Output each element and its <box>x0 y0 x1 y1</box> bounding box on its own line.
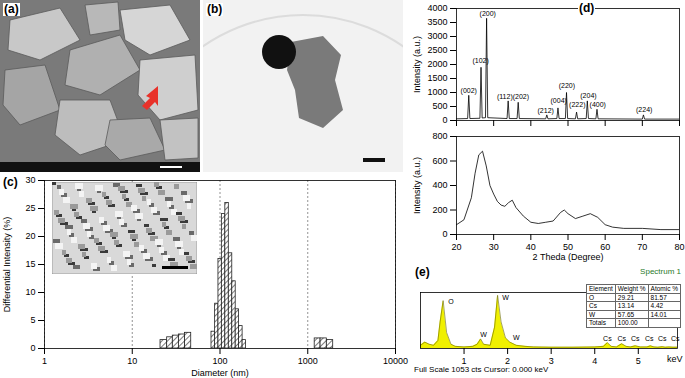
svg-text:1: 1 <box>462 356 467 366</box>
html-text:29.21: 29.21 <box>617 293 635 301</box>
svg-text:1: 1 <box>42 356 47 366</box>
svg-text:500: 500 <box>432 101 447 111</box>
svg-text:80: 80 <box>674 242 684 252</box>
svg-text:O: O <box>448 298 454 305</box>
svg-text:100: 100 <box>212 356 227 366</box>
svg-text:50: 50 <box>563 242 573 252</box>
svg-text:Cs: Cs <box>631 335 640 342</box>
svg-text:3: 3 <box>549 356 554 366</box>
svg-text:3000: 3000 <box>427 31 447 41</box>
svg-text:0: 0 <box>442 229 447 239</box>
html-text:57.65: 57.65 <box>617 310 635 318</box>
html-text:(e): (e) <box>415 265 430 279</box>
svg-text:5: 5 <box>30 315 35 325</box>
svg-text:30: 30 <box>489 242 499 252</box>
svg-text:40: 40 <box>526 242 536 252</box>
svg-text:Differential Intensity (%): Differential Intensity (%) <box>2 217 12 312</box>
svg-text:0: 0 <box>30 343 35 353</box>
svg-text:(222): (222) <box>569 101 585 109</box>
html-text:100.00: 100.00 <box>617 319 638 326</box>
svg-text:0: 0 <box>442 115 447 125</box>
svg-text:10: 10 <box>127 356 137 366</box>
html-text:4.42: 4.42 <box>650 302 664 309</box>
html-text:Cs: Cs <box>589 302 597 309</box>
svg-text:600: 600 <box>432 156 447 166</box>
svg-text:70: 70 <box>637 242 647 252</box>
svg-text:20: 20 <box>25 231 35 241</box>
svg-text:keV: keV <box>667 354 683 364</box>
html-text:Full Scale 1053 cts Cursor: 0.: Full Scale 1053 cts Cursor: 0.000 keV <box>414 365 549 374</box>
svg-text:25: 25 <box>25 203 35 213</box>
svg-text:2500: 2500 <box>427 45 447 55</box>
svg-text:(224): (224) <box>636 106 652 114</box>
svg-text:(220): (220) <box>559 82 575 90</box>
svg-text:60: 60 <box>600 242 610 252</box>
svg-text:Cs: Cs <box>603 335 612 342</box>
svg-text:(112)(202): (112)(202) <box>497 93 529 101</box>
svg-text:5: 5 <box>636 356 641 366</box>
svg-text:(002): (002) <box>461 87 477 95</box>
svg-text:(212): (212) <box>538 107 554 115</box>
svg-text:2000: 2000 <box>427 59 447 69</box>
svg-text:Diameter (nm): Diameter (nm) <box>191 368 249 378</box>
svg-text:30: 30 <box>25 175 35 185</box>
svg-text:200: 200 <box>432 205 447 215</box>
svg-text:1000: 1000 <box>427 87 447 97</box>
svg-text:800: 800 <box>432 131 447 141</box>
svg-text:10000: 10000 <box>383 356 408 366</box>
svg-text:W: W <box>502 294 509 301</box>
svg-text:(004): (004) <box>551 97 567 105</box>
html-text:14.01: 14.01 <box>650 310 667 318</box>
svg-text:(200): (200) <box>480 10 496 18</box>
svg-text:2 Theda (Degree): 2 Theda (Degree) <box>533 252 604 262</box>
svg-text:15: 15 <box>25 259 35 269</box>
svg-text:1500: 1500 <box>427 73 447 83</box>
html-text:(a): (a) <box>4 2 19 16</box>
svg-text:1000: 1000 <box>298 356 318 366</box>
html-text:Weight %: Weight % <box>617 285 646 292</box>
html-text:13.14: 13.14 <box>617 302 635 309</box>
svg-text:Cs: Cs <box>645 335 654 342</box>
svg-text:20: 20 <box>451 242 461 252</box>
svg-text:Cs: Cs <box>658 335 667 342</box>
html-text:Spectrum 1: Spectrum 1 <box>640 267 681 276</box>
html-text:W: W <box>589 310 596 318</box>
svg-text:Intensity (a.u.): Intensity (a.u.) <box>412 157 422 214</box>
svg-text:W: W <box>480 331 487 338</box>
svg-text:(204): (204) <box>580 92 596 100</box>
svg-text:Intensity (a.u.): Intensity (a.u.) <box>412 36 422 93</box>
html-text:Totals: Totals <box>589 319 606 326</box>
html-text:Element: Element <box>589 285 613 292</box>
svg-text:Cs: Cs <box>671 335 680 342</box>
svg-text:4: 4 <box>592 356 597 366</box>
svg-text:(400): (400) <box>590 101 606 109</box>
html-text:O: O <box>589 293 594 301</box>
html-text:(b): (b) <box>207 2 223 16</box>
html-text:(d): (d) <box>579 1 595 15</box>
svg-text:(102): (102) <box>472 57 488 65</box>
svg-text:10: 10 <box>25 287 35 297</box>
svg-text:4000: 4000 <box>427 3 447 13</box>
svg-text:2: 2 <box>505 356 510 366</box>
svg-text:3500: 3500 <box>427 17 447 27</box>
svg-text:W: W <box>513 334 520 341</box>
html-text:Atomic %: Atomic % <box>650 285 678 292</box>
svg-text:Cs: Cs <box>617 335 626 342</box>
html-text:81.57: 81.57 <box>650 293 667 301</box>
html-text:(c): (c) <box>3 175 18 189</box>
svg-text:400: 400 <box>432 180 447 190</box>
